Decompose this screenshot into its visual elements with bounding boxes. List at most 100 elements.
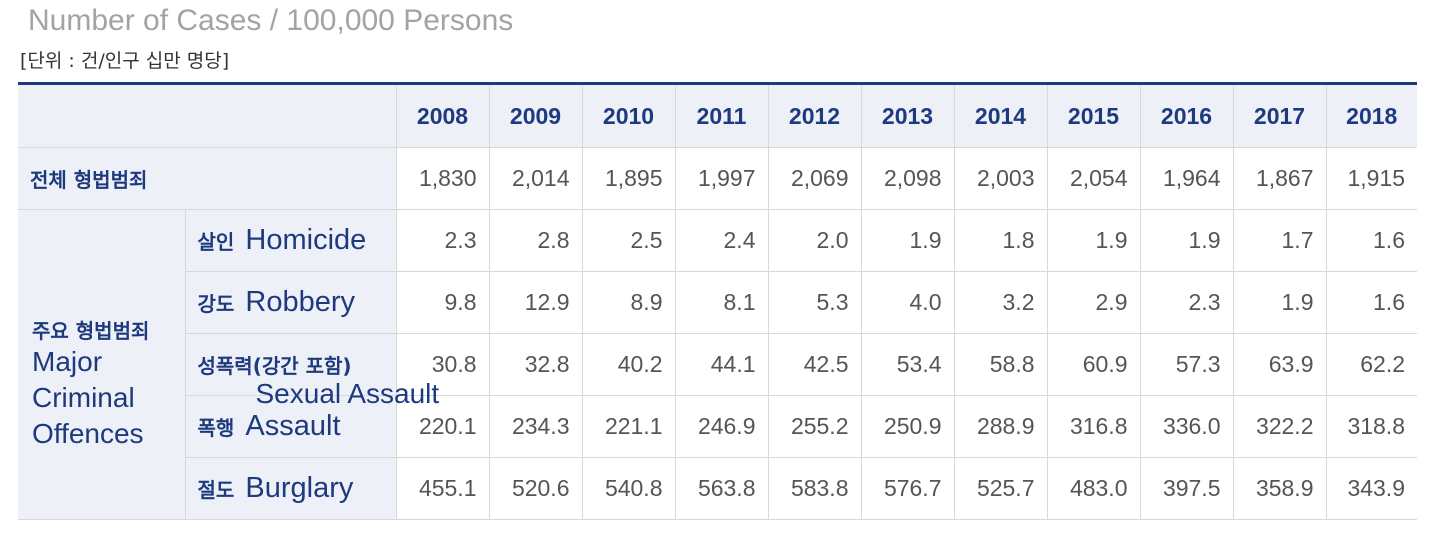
header-row: 2008 2009 2010 2011 2012 2013 2014 2015 … [18, 83, 1417, 148]
year-header: 2009 [488, 83, 583, 148]
table-cell: 2.3 [1139, 271, 1234, 334]
table-cell: 2.5 [581, 209, 676, 272]
table-cell: 563.8 [674, 457, 769, 520]
table-cell: 234.3 [488, 395, 583, 458]
table-cell: 583.8 [767, 457, 862, 520]
table-cell: 483.0 [1046, 457, 1141, 520]
table-cell: 12.9 [488, 271, 583, 334]
year-header: 2008 [395, 83, 490, 148]
table-cell: 2,054 [1046, 147, 1141, 210]
group-label-major-offences: 주요 형법범죄 Major Criminal Offences [18, 209, 186, 520]
table-cell: 336.0 [1139, 395, 1234, 458]
year-header: 2018 [1325, 83, 1417, 148]
row-label-burglary: 절도 Burglary [185, 457, 397, 520]
table-cell: 5.3 [767, 271, 862, 334]
row-label-assault: 폭행 Assault [185, 395, 397, 458]
table-cell: 1,867 [1232, 147, 1327, 210]
row-label-homicide: 살인 Homicide [184, 209, 397, 272]
table-cell: 42.5 [767, 333, 862, 396]
table-cell: 57.3 [1139, 333, 1234, 396]
table-cell: 343.9 [1325, 457, 1417, 520]
header-corner [18, 83, 397, 148]
group-label-english-line: Criminal [32, 382, 135, 413]
table-cell: 220.1 [395, 395, 490, 458]
table-cell: 250.9 [860, 395, 955, 458]
table-cell: 3.2 [953, 271, 1048, 334]
table-cell: 32.8 [488, 333, 583, 396]
table-cell: 63.9 [1232, 333, 1327, 396]
year-header: 2014 [953, 83, 1048, 148]
table-cell: 60.9 [1046, 333, 1141, 396]
table-cell: 40.2 [581, 333, 676, 396]
table-cell: 318.8 [1325, 395, 1417, 458]
table-cell: 525.7 [953, 457, 1048, 520]
table-cell: 1.9 [860, 209, 955, 272]
year-header: 2017 [1232, 83, 1327, 148]
total-label: 전체 형법범죄 [18, 147, 397, 210]
table-cell: 9.8 [395, 271, 490, 334]
table-cell: 2.3 [395, 209, 490, 272]
group-label-korean: 주요 형법범죄 [32, 319, 150, 343]
table-cell: 1,895 [581, 147, 676, 210]
table-cell: 1.6 [1325, 271, 1417, 334]
row-label-english: Sexual Assault [255, 378, 440, 409]
table-cell: 30.8 [395, 333, 490, 396]
row-label-sexual-assault: 성폭력(강간 포함) Sexual Assault [185, 333, 439, 409]
table-cell: 2.4 [674, 209, 769, 272]
table-cell: 1.9 [1046, 209, 1141, 272]
table-cell: 1.8 [953, 209, 1048, 272]
table-cell: 246.9 [674, 395, 769, 458]
table-cell: 358.9 [1232, 457, 1327, 520]
table-cell: 53.4 [860, 333, 955, 396]
table-cell: 1.9 [1232, 271, 1327, 334]
table-cell: 1.6 [1325, 209, 1417, 272]
table-row-assault: 폭행 Assault 220.1 234.3 221.1 246.9 255.2… [18, 395, 1417, 458]
table-cell: 1,997 [674, 147, 769, 210]
table-cell: 2,014 [488, 147, 583, 210]
table-cell: 1.7 [1232, 209, 1327, 272]
table-cell: 1,915 [1325, 147, 1417, 210]
group-label-english-line: Offences [32, 418, 144, 449]
table-cell: 2.0 [767, 209, 862, 272]
title-unit-korean: [단위 : 건/인구 십만 명당] [20, 50, 230, 72]
table-cell: 8.1 [674, 271, 769, 334]
table-cell: 2.8 [488, 209, 583, 272]
table-cell: 397.5 [1139, 457, 1234, 520]
year-header: 2012 [767, 83, 862, 148]
year-header: 2016 [1139, 83, 1234, 148]
table-cell: 221.1 [581, 395, 676, 458]
table-cell: 8.9 [581, 271, 676, 334]
row-label-korean: 성폭력(강간 포함) [197, 354, 352, 378]
table-row-total: 전체 형법범죄 1,830 2,014 1,895 1,997 2,069 2,… [18, 147, 1417, 210]
table-row-robbery: 강도 Robbery 9.8 12.9 8.9 8.1 5.3 4.0 3.2 … [18, 271, 1417, 334]
table-cell: 1.9 [1139, 209, 1234, 272]
group-label-english-line: Major [32, 346, 103, 377]
table-row-homicide: 주요 형법범죄 Major Criminal Offences 살인 Homic… [18, 209, 1417, 520]
table-cell: 455.1 [395, 457, 490, 520]
table-cell: 2,069 [767, 147, 862, 210]
row-label-english: Homicide [245, 224, 367, 256]
table-cell: 2,003 [953, 147, 1048, 210]
title-english: Number of Cases / 100,000 Persons [28, 4, 514, 37]
table-cell: 2,098 [860, 147, 955, 210]
table-cell: 576.7 [860, 457, 955, 520]
year-header: 2013 [860, 83, 955, 148]
row-label-korean: 폭행 [197, 416, 235, 440]
table-cell: 44.1 [674, 333, 769, 396]
crime-statistics-table: 2008 2009 2010 2011 2012 2013 2014 2015 … [18, 82, 1417, 520]
year-header: 2011 [674, 83, 769, 148]
row-label-english: Burglary [245, 472, 354, 504]
row-label-korean: 강도 [197, 292, 235, 316]
table-cell: 322.2 [1232, 395, 1327, 458]
table-cell: 58.8 [953, 333, 1048, 396]
year-header: 2010 [581, 83, 676, 148]
table-cell: 288.9 [953, 395, 1048, 458]
table-cell: 2.9 [1046, 271, 1141, 334]
table-cell: 520.6 [488, 457, 583, 520]
table-cell: 4.0 [860, 271, 955, 334]
row-label-korean: 살인 [197, 230, 235, 254]
table-cell: 62.2 [1325, 333, 1417, 396]
table-cell: 255.2 [767, 395, 862, 458]
row-label-korean: 절도 [197, 478, 235, 502]
row-label-english: Assault [245, 410, 341, 442]
